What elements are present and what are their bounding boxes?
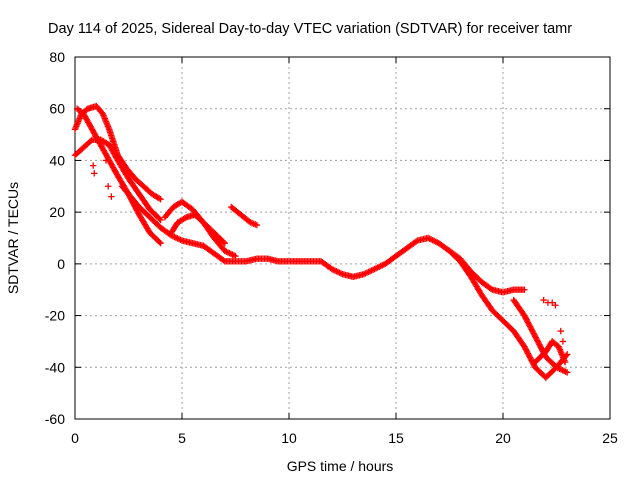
data-point: [253, 221, 261, 229]
data-point: [561, 358, 569, 366]
x-tick-label: 20: [495, 430, 511, 446]
x-axis-label: GPS time / hours: [287, 458, 394, 474]
data-point: [221, 239, 228, 247]
data-point: [157, 216, 164, 224]
x-tick-labels: 0 5 10 15 20 25: [71, 430, 618, 446]
data-point: [552, 302, 559, 309]
plot-frame: [74, 56, 611, 420]
y-tick-labels: -60 -40 -20 0 20 40 60 80: [45, 49, 65, 427]
data-point: [108, 193, 115, 200]
data-point: [549, 299, 556, 306]
x-tick-label: 0: [71, 430, 79, 446]
y-tick-label: 40: [49, 152, 65, 168]
data-point: [157, 239, 164, 247]
data-point: [564, 351, 571, 358]
data-point: [156, 215, 163, 222]
data-point: [157, 196, 164, 203]
data-point: [89, 162, 97, 169]
data-point: [87, 137, 95, 145]
data-point: [487, 285, 495, 292]
data-point: [102, 157, 110, 164]
chart-grid: [75, 57, 610, 419]
x-tick-label: 5: [178, 430, 186, 446]
data-point: [232, 252, 239, 260]
x-tick-label: 15: [388, 430, 404, 446]
data-marks: [71, 102, 571, 381]
x-tick-label: 25: [602, 430, 618, 446]
data-point: [564, 369, 571, 376]
data-point: [559, 338, 567, 345]
data-point: [540, 296, 547, 304]
y-tick-label: 0: [57, 256, 65, 272]
chart-title: Day 114 of 2025, Sidereal Day-to-day VTE…: [48, 21, 572, 37]
y-tick-label: -20: [45, 308, 65, 324]
data-point: [91, 170, 98, 177]
y-tick-label: 80: [49, 49, 65, 65]
data-point: [156, 238, 163, 246]
data-point: [521, 286, 528, 293]
y-tick-label: 20: [49, 204, 65, 220]
y-tick-label: 60: [49, 101, 65, 117]
y-tick-label: -60: [45, 411, 65, 427]
data-point: [220, 238, 227, 246]
data-point: [155, 195, 163, 202]
data-point: [104, 183, 112, 190]
data-point: [557, 327, 564, 335]
y-axis-label: SDTVAR / TECUs: [5, 182, 21, 294]
data-point: [220, 257, 227, 264]
x-tick-label: 10: [281, 430, 297, 446]
data-point: [412, 238, 420, 245]
y-tick-label: -40: [45, 359, 65, 375]
data-point: [181, 214, 189, 222]
